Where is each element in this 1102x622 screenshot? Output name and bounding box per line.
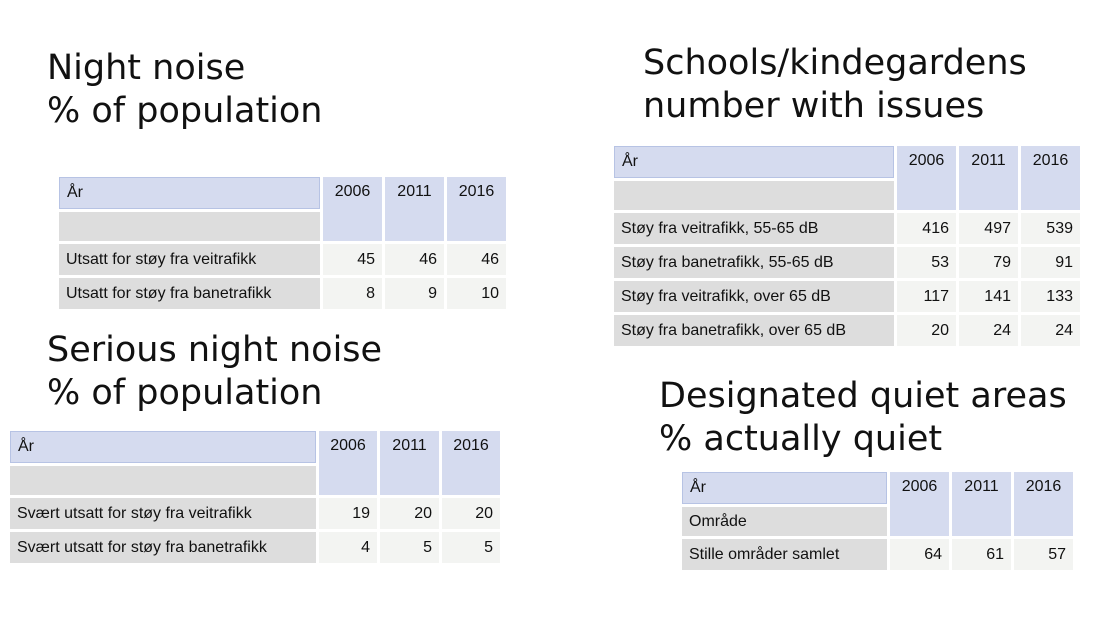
cell-value: 117	[897, 281, 956, 312]
year-2006-header: 2006	[323, 177, 382, 241]
cell-value: 45	[323, 244, 382, 275]
cell-value: 9	[385, 278, 444, 309]
serious-night-noise-table: År 2006 2011 2016 Svært utsatt for støy …	[7, 428, 503, 566]
night-noise-title-line1: Night noise	[47, 48, 246, 88]
year-2011-header: 2011	[959, 146, 1018, 210]
cell-value: 46	[447, 244, 506, 275]
table-row: Støy fra veitrafikk, over 65 dB 117 141 …	[614, 281, 1080, 312]
table-row: Støy fra veitrafikk, 55-65 dB 416 497 53…	[614, 213, 1080, 244]
subheader-label	[10, 466, 316, 495]
cell-value: 20	[380, 498, 439, 529]
night-noise-title: Night noise % of population	[47, 47, 323, 133]
schools-title: Schools/kindegardens number with issues	[643, 42, 1027, 128]
table-header-row: År 2006 2011 2016	[682, 472, 1073, 536]
serious-night-noise-title-line2: % of population	[47, 373, 323, 413]
table-header-row: År 2006 2011 2016	[10, 431, 500, 495]
cell-value: 4	[319, 532, 377, 563]
row-label: Utsatt for støy fra banetrafikk	[59, 278, 320, 309]
cell-value: 19	[319, 498, 377, 529]
table-row: Støy fra banetrafikk, over 65 dB 20 24 2…	[614, 315, 1080, 346]
cell-value: 61	[952, 539, 1011, 570]
schools-title-line2: number with issues	[643, 86, 985, 126]
cell-value: 20	[897, 315, 956, 346]
year-2006-header: 2006	[319, 431, 377, 495]
year-2016-header: 2016	[1014, 472, 1073, 536]
cell-value: 20	[442, 498, 500, 529]
year-2016-header: 2016	[442, 431, 500, 495]
cell-value: 416	[897, 213, 956, 244]
year-2011-header: 2011	[385, 177, 444, 241]
table-header-row: År 2006 2011 2016	[614, 146, 1080, 210]
cell-value: 497	[959, 213, 1018, 244]
table-subheader-row	[59, 212, 506, 241]
quiet-areas-title: Designated quiet areas % actually quiet	[659, 375, 1067, 461]
cell-value: 8	[323, 278, 382, 309]
serious-night-noise-title: Serious night noise % of population	[47, 329, 382, 415]
quiet-areas-title-line1: Designated quiet areas	[659, 376, 1067, 416]
table-row: Utsatt for støy fra veitrafikk 45 46 46	[59, 244, 506, 275]
night-noise-table: År 2006 2011 2016 Utsatt for støy fra ve…	[56, 174, 509, 312]
row-label: Stille områder samlet	[682, 539, 887, 570]
cell-value: 53	[897, 247, 956, 278]
table-row: Utsatt for støy fra banetrafikk 8 9 10	[59, 278, 506, 309]
row-label: Støy fra veitrafikk, over 65 dB	[614, 281, 894, 312]
subheader-label	[614, 181, 894, 210]
year-2011-header: 2011	[952, 472, 1011, 536]
subheader-label	[59, 212, 320, 241]
night-noise-title-line2: % of population	[47, 91, 323, 131]
cell-value: 5	[380, 532, 439, 563]
cell-value: 79	[959, 247, 1018, 278]
year-header-label: År	[614, 146, 894, 178]
table-row: Stille områder samlet 64 61 57	[682, 539, 1073, 570]
schools-table: År 2006 2011 2016 Støy fra veitrafikk, 5…	[611, 143, 1083, 349]
table-row: Støy fra banetrafikk, 55-65 dB 53 79 91	[614, 247, 1080, 278]
quiet-areas-title-line2: % actually quiet	[659, 419, 943, 459]
cell-value: 57	[1014, 539, 1073, 570]
row-label: Svært utsatt for støy fra banetrafikk	[10, 532, 316, 563]
year-2006-header: 2006	[897, 146, 956, 210]
table-subheader-row	[614, 181, 1080, 210]
schools-title-line1: Schools/kindegardens	[643, 43, 1027, 83]
table-row: Svært utsatt for støy fra veitrafikk 19 …	[10, 498, 500, 529]
row-label: Svært utsatt for støy fra veitrafikk	[10, 498, 316, 529]
table-header-row: År 2006 2011 2016	[59, 177, 506, 241]
table-subheader-row	[10, 466, 500, 495]
cell-value: 133	[1021, 281, 1080, 312]
year-2016-header: 2016	[447, 177, 506, 241]
year-2006-header: 2006	[890, 472, 949, 536]
row-label: Støy fra banetrafikk, over 65 dB	[614, 315, 894, 346]
cell-value: 539	[1021, 213, 1080, 244]
serious-night-noise-title-line1: Serious night noise	[47, 330, 383, 370]
cell-value: 10	[447, 278, 506, 309]
cell-value: 141	[959, 281, 1018, 312]
cell-value: 91	[1021, 247, 1080, 278]
row-label: Utsatt for støy fra veitrafikk	[59, 244, 320, 275]
cell-value: 64	[890, 539, 949, 570]
cell-value: 24	[959, 315, 1018, 346]
quiet-areas-table: År 2006 2011 2016 Område Stille områder …	[679, 469, 1076, 573]
year-header-label: År	[682, 472, 887, 504]
row-label: Støy fra banetrafikk, 55-65 dB	[614, 247, 894, 278]
area-subheader-label: Område	[682, 507, 887, 536]
cell-value: 46	[385, 244, 444, 275]
year-2011-header: 2011	[380, 431, 439, 495]
year-2016-header: 2016	[1021, 146, 1080, 210]
year-header-label: År	[10, 431, 316, 463]
cell-value: 24	[1021, 315, 1080, 346]
table-row: Svært utsatt for støy fra banetrafikk 4 …	[10, 532, 500, 563]
row-label: Støy fra veitrafikk, 55-65 dB	[614, 213, 894, 244]
cell-value: 5	[442, 532, 500, 563]
year-header-label: År	[59, 177, 320, 209]
table-subheader-row: Område	[682, 507, 1073, 536]
